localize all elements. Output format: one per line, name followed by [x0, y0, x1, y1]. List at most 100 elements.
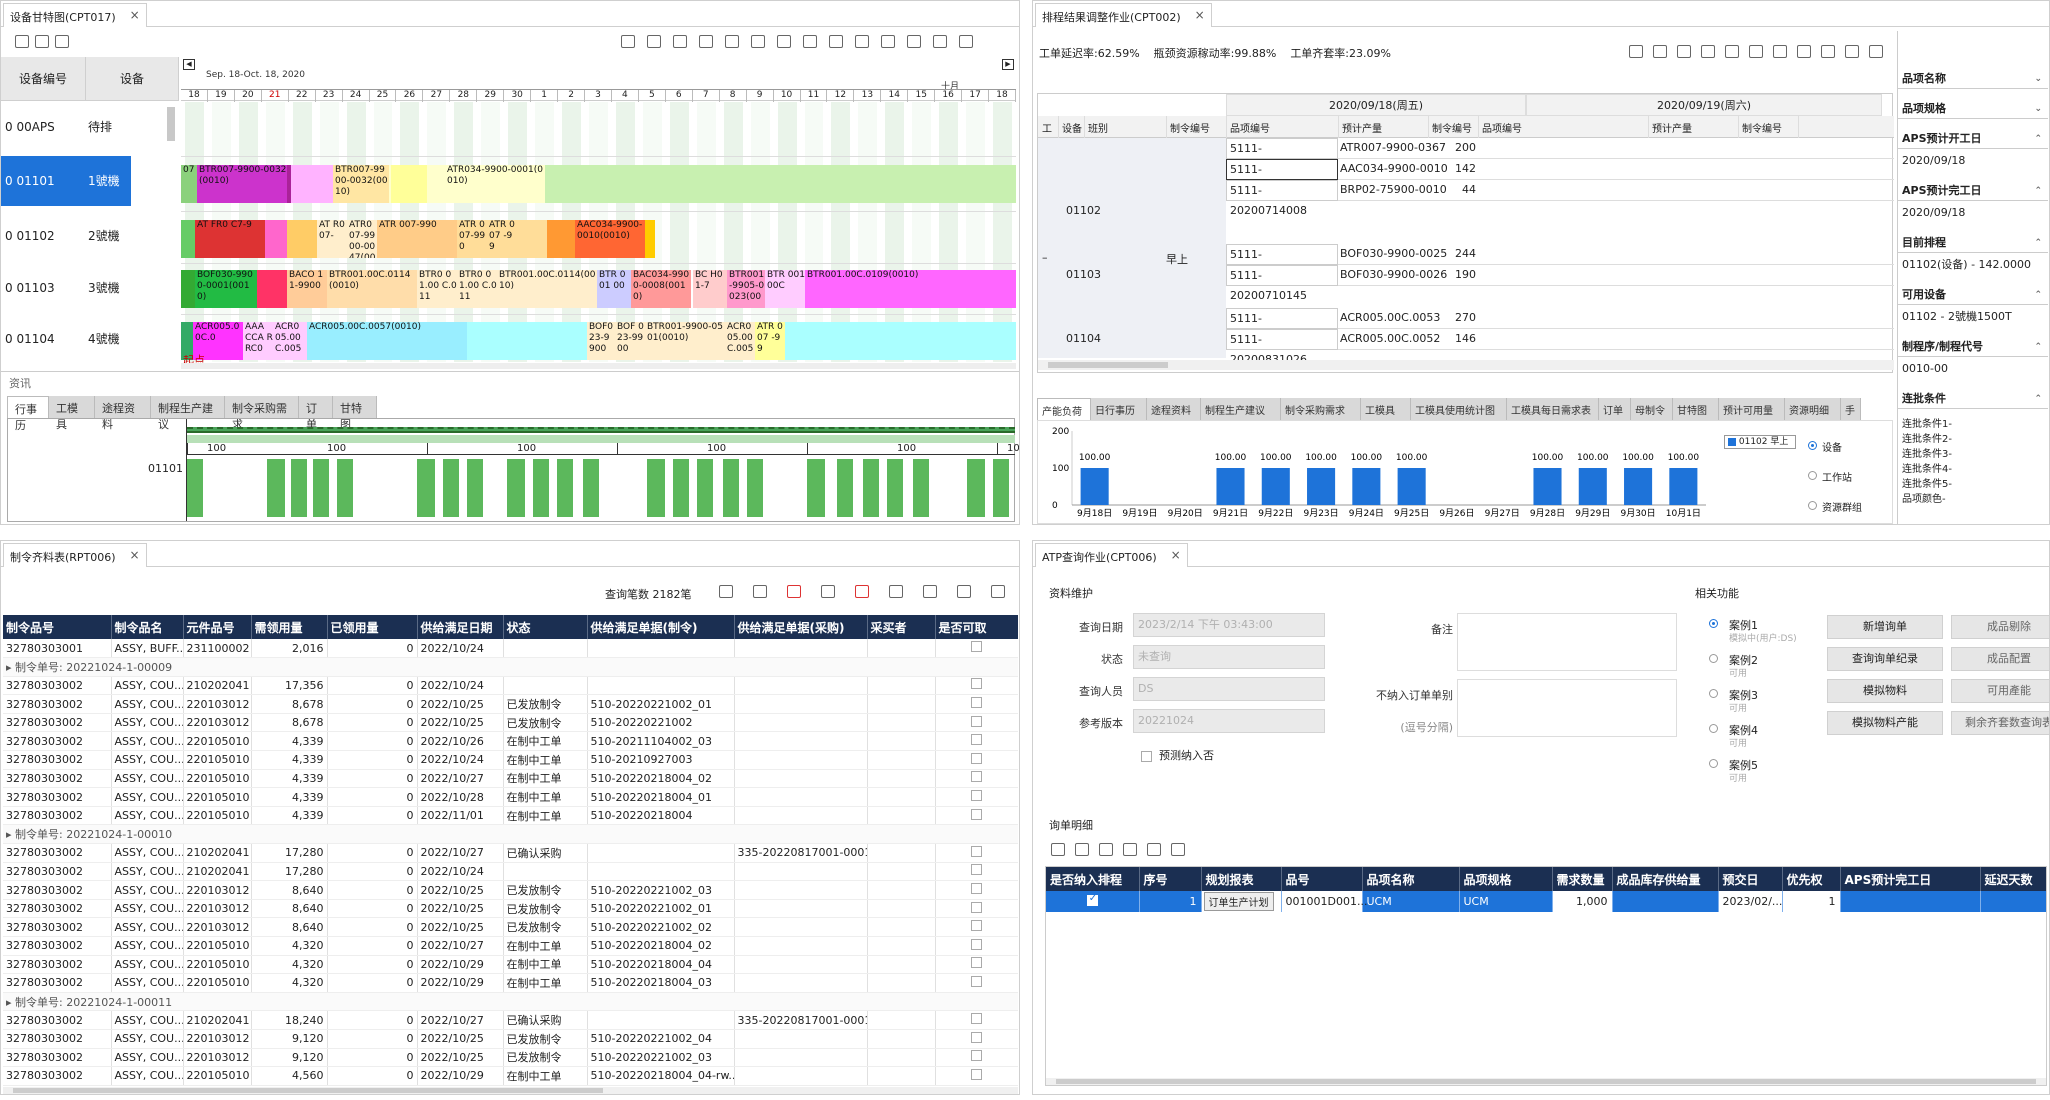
- include-schedule-cell[interactable]: ✓: [1046, 891, 1140, 912]
- close-icon[interactable]: ×: [129, 8, 140, 22]
- help-icon[interactable]: [991, 585, 1005, 598]
- capacity-bar[interactable]: [1397, 468, 1426, 505]
- due-cell[interactable]: 2023/02/...: [1718, 891, 1783, 912]
- detail-col-header[interactable]: 成品库存供给量: [1612, 867, 1719, 891]
- material-hscroll[interactable]: [3, 1087, 1018, 1094]
- table-row[interactable]: 32780303002 ASSY, COU... 210202041 18,240 0 2…: [3, 1010, 1018, 1030]
- capacity-bar[interactable]: [1352, 468, 1381, 505]
- row-checkbox[interactable]: [971, 845, 982, 857]
- function-button-0[interactable]: 新增询单: [1827, 615, 1943, 639]
- selectable-cell[interactable]: [935, 973, 1018, 993]
- copy-icon[interactable]: [1099, 843, 1113, 856]
- schedule-tool-icon[interactable]: [1653, 45, 1667, 58]
- selectable-cell[interactable]: [935, 806, 1018, 826]
- row-checkbox[interactable]: [971, 790, 982, 802]
- subtab-2[interactable]: 途程资料: [1147, 398, 1201, 420]
- table-row[interactable]: 32780303002 ASSY, COU... 220105010 4,339 0 20…: [3, 731, 1018, 752]
- gantt-row[interactable]: 0 01101 1號機: [1, 156, 179, 206]
- material-col-header[interactable]: 元件品号: [183, 615, 252, 639]
- row-checkbox[interactable]: [971, 697, 982, 709]
- close-icon[interactable]: ×: [129, 548, 140, 562]
- gantt-task-bar[interactable]: [181, 322, 193, 360]
- detail-col-header[interactable]: APS预计完工日: [1840, 867, 1981, 891]
- table-row[interactable]: 32780303002 ASSY, COU... 220103012 8,678 0 20…: [3, 713, 1018, 733]
- prop-header[interactable]: APS预计完工日 ⌃: [1898, 181, 2048, 201]
- item-no-cell[interactable]: 001001D001...: [1281, 891, 1367, 912]
- capacity-bar[interactable]: [1307, 468, 1336, 505]
- material-col-header[interactable]: 供给满足日期: [417, 615, 504, 639]
- schedule-row[interactable]: 5111-20200831026ACR005.00C.0052 146 01104: [1066, 329, 1894, 366]
- detail-col-header[interactable]: 优先权: [1782, 867, 1841, 891]
- subtab-8[interactable]: 订单: [1599, 398, 1631, 420]
- gantt-task-bar[interactable]: AT R0 07-: [317, 220, 347, 258]
- prop-header[interactable]: 制程序/制程代号 ⌃: [1898, 337, 2048, 357]
- gantt-task-bar[interactable]: ATR 007 -99: [487, 220, 517, 258]
- row-checkbox[interactable]: [971, 1031, 982, 1043]
- list-icon[interactable]: [753, 585, 767, 598]
- prop-header[interactable]: APS预计开工日 ⌃: [1898, 129, 2048, 149]
- group-row[interactable]: ▸ 制令单号: 20221024-1-00010: [3, 824, 1018, 845]
- chevron-up-icon[interactable]: ⌃: [2034, 134, 2042, 144]
- gantt-task-bar[interactable]: [257, 270, 287, 308]
- seq-cell[interactable]: 1: [1139, 891, 1202, 912]
- collapse-icon[interactable]: ▸: [6, 995, 16, 1009]
- capacity-bar[interactable]: [1216, 468, 1245, 505]
- subtab-9[interactable]: 母制令: [1631, 398, 1673, 420]
- capacity-bar[interactable]: [1261, 468, 1290, 505]
- selectable-cell[interactable]: [935, 917, 1018, 937]
- table-row[interactable]: 32780303002 ASSY, COU... 220103012 9,120 0 20…: [3, 1048, 1018, 1068]
- save-icon[interactable]: [889, 585, 903, 598]
- gantt-task-bar[interactable]: BTR007-9900-0032(0010): [333, 165, 389, 203]
- selectable-cell[interactable]: [935, 880, 1018, 900]
- selectable-cell[interactable]: [935, 955, 1018, 975]
- collapse-icon[interactable]: –: [1042, 251, 1048, 264]
- material-col-header[interactable]: 已领用量: [327, 615, 418, 639]
- schedule-tool-icon[interactable]: [1701, 45, 1715, 58]
- schedule-hscroll[interactable]: [1038, 360, 1894, 370]
- prop-header[interactable]: 可用设备 ⌃: [1898, 285, 2048, 305]
- gantt-task-bar[interactable]: AAC034-9900-0010(0010): [575, 220, 645, 258]
- schedule-tool-icon[interactable]: [1797, 45, 1811, 58]
- subtab-5[interactable]: 订单: [299, 396, 333, 431]
- gantt-task-bar[interactable]: [181, 220, 195, 258]
- table-row[interactable]: 32780303002 ASSY, COU... 220103012 8,640 0 20…: [3, 880, 1018, 900]
- table-row[interactable]: 32780303002 ASSY, COU... 220105010 4,320 0 20…: [3, 955, 1018, 975]
- table-row[interactable]: 32780303002 ASSY, COU... 220103012 8,678 0 20…: [3, 694, 1018, 714]
- chevron-down-icon[interactable]: ⌄: [2034, 104, 2042, 114]
- function-button-5[interactable]: 可用產能: [1951, 679, 2049, 703]
- row-checkbox[interactable]: [971, 957, 982, 969]
- gantt-task-bar[interactable]: BOF 023-9900: [615, 322, 645, 360]
- gantt-task-bar[interactable]: [645, 220, 655, 258]
- gantt-row[interactable]: 0 01104 4號機: [1, 314, 179, 364]
- radio-0[interactable]: [1808, 441, 1817, 450]
- gantt-task-bar[interactable]: BACO 11-9900: [287, 270, 327, 308]
- detail-col-header[interactable]: 品项名称: [1362, 867, 1460, 891]
- selectable-cell[interactable]: [935, 899, 1018, 919]
- schedule-row[interactable]: 5111-20200831005ACR005.00C.0053 270: [1226, 308, 1894, 345]
- prop-header[interactable]: 品项名称 ⌄: [1898, 69, 2048, 89]
- row-checkbox[interactable]: [971, 641, 982, 653]
- schedule-tool-icon[interactable]: [1845, 45, 1859, 58]
- schedule-tool-icon[interactable]: [1821, 45, 1835, 58]
- exclude-order-field[interactable]: [1457, 679, 1677, 737]
- chevron-down-icon[interactable]: ⌄: [2034, 74, 2042, 84]
- gantt-task-bar[interactable]: BTR 001 00: [597, 270, 631, 308]
- gantt-row[interactable]: 0 00APS 待排: [1, 102, 179, 152]
- gantt-task-bar[interactable]: BOF0 23-9900: [587, 322, 615, 360]
- material-col-header[interactable]: 采买者: [867, 615, 936, 639]
- table-row[interactable]: 32780303002 ASSY, COU... 210202041 17,356 0 2…: [3, 676, 1018, 696]
- gantt-task-bar[interactable]: [181, 270, 195, 308]
- function-button-2[interactable]: 查询询单纪录: [1827, 647, 1943, 671]
- detail-col-header[interactable]: 品项规格: [1459, 867, 1553, 891]
- radio-2[interactable]: [1808, 501, 1817, 510]
- schedule-row[interactable]: 5111-20200710144BOF030-9900-0025 244: [1226, 244, 1894, 281]
- priority-cell[interactable]: 1: [1782, 891, 1841, 912]
- subtab-7[interactable]: 工模具每日需求表: [1507, 398, 1599, 420]
- gantt-task-bar[interactable]: [287, 220, 317, 258]
- material-col-header[interactable]: 供给满足单据(制令): [587, 615, 735, 639]
- chevron-up-icon[interactable]: ⌃: [2034, 238, 2042, 248]
- detail-col-header[interactable]: 是否纳入排程: [1046, 867, 1140, 891]
- subtab-3[interactable]: 制程生产建议: [1201, 398, 1281, 420]
- collapse-icon[interactable]: ▸: [6, 660, 16, 674]
- gantt-task-bar[interactable]: ATR 007 -99: [755, 322, 785, 360]
